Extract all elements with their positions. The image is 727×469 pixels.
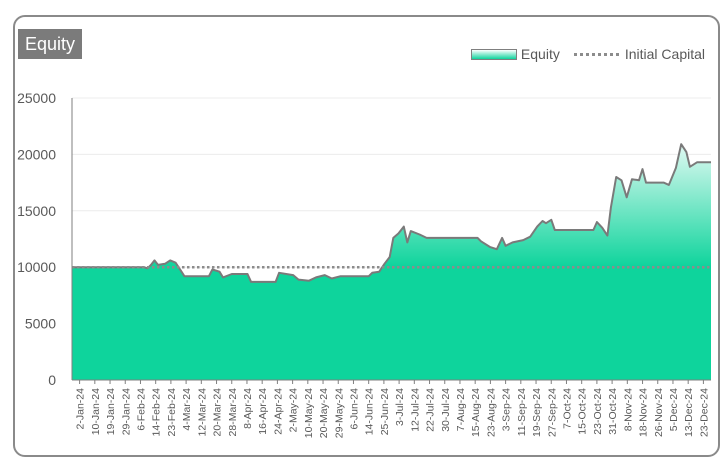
- y-tick-label: 5000: [25, 316, 56, 332]
- x-tick-label: 3-Jul-24: [394, 388, 406, 426]
- legend-item-initial-capital: Initial Capital: [573, 46, 705, 62]
- x-tick-label: 22-Jul-24: [425, 388, 437, 432]
- x-tick-label: 20-May-24: [318, 388, 330, 438]
- x-tick-label: 14-Jun-24: [364, 388, 376, 435]
- equity-line: [72, 143, 711, 283]
- x-tick-label: 19-Sep-24: [531, 388, 543, 437]
- x-tick-label: 2-Jan-24: [75, 388, 87, 430]
- x-tick-label: 27-Sep-24: [546, 388, 558, 437]
- x-tick-label: 12-Jul-24: [409, 388, 421, 432]
- equity-area: [72, 144, 711, 380]
- x-tick-label: 31-Oct-24: [607, 388, 619, 435]
- x-tick-label: 29-May-24: [333, 388, 345, 438]
- y-tick-label: 10000: [17, 259, 56, 275]
- legend-item-equity: Equity: [470, 46, 560, 62]
- x-tick-label: 5-Dec-24: [668, 388, 680, 431]
- x-tick-label: 10-Jan-24: [90, 388, 102, 435]
- x-tick-label: 3-Sep-24: [501, 388, 513, 431]
- x-tick-label: 4-Mar-24: [181, 388, 193, 431]
- x-tick-label: 14-Feb-24: [151, 388, 163, 437]
- x-tick-label: 29-Jan-24: [120, 388, 132, 435]
- y-tick-label: 0: [48, 372, 56, 388]
- x-tick-label: 13-Dec-24: [683, 388, 695, 437]
- x-tick-label: 8-Apr-24: [242, 388, 254, 429]
- legend-label-equity: Equity: [520, 46, 560, 62]
- chart-title: Equity: [18, 29, 83, 59]
- x-tick-label: 23-Oct-24: [592, 388, 604, 435]
- x-tick-label: 18-Nov-24: [638, 388, 650, 437]
- x-tick-label: 2-May-24: [288, 388, 300, 433]
- legend: Equity Initial Capital: [457, 44, 705, 64]
- x-tick-label: 28-Mar-24: [227, 388, 239, 437]
- legend-swatch-equity: [470, 48, 517, 60]
- legend-swatch-initial-capital: [573, 52, 619, 56]
- x-tick-label: 19-Jan-24: [105, 388, 117, 435]
- x-tick-label: 15-Aug-24: [470, 388, 482, 437]
- legend-label-initial-capital: Initial Capital: [624, 46, 705, 62]
- x-tick-label: 10-May-24: [303, 388, 315, 438]
- y-tick-label: 20000: [17, 146, 56, 162]
- y-tick-label: 25000: [17, 90, 56, 106]
- x-tick-label: 15-Oct-24: [577, 388, 589, 435]
- x-tick-label: 23-Dec-24: [698, 388, 710, 437]
- x-tick-label: 26-Nov-24: [653, 388, 665, 437]
- x-tick-label: 7-Aug-24: [455, 388, 467, 431]
- x-tick-label: 23-Feb-24: [166, 388, 178, 437]
- x-tick-label: 20-Mar-24: [212, 388, 224, 437]
- x-tick-label: 16-Apr-24: [257, 388, 269, 435]
- x-tick-label: 8-Nov-24: [622, 388, 634, 431]
- x-tick-label: 11-Sep-24: [516, 388, 528, 436]
- x-tick-label: 25-Jun-24: [379, 388, 391, 435]
- x-tick-label: 30-Jul-24: [440, 388, 452, 432]
- x-tick-label: 12-Mar-24: [196, 388, 208, 437]
- x-tick-label: 24-Apr-24: [272, 388, 284, 435]
- x-tick-label: 6-Jun-24: [348, 388, 360, 430]
- y-tick-label: 15000: [17, 203, 56, 219]
- x-tick-label: 23-Aug-24: [485, 388, 497, 437]
- x-tick-label: 6-Feb-24: [135, 388, 147, 431]
- x-tick-label: 7-Oct-24: [561, 388, 573, 429]
